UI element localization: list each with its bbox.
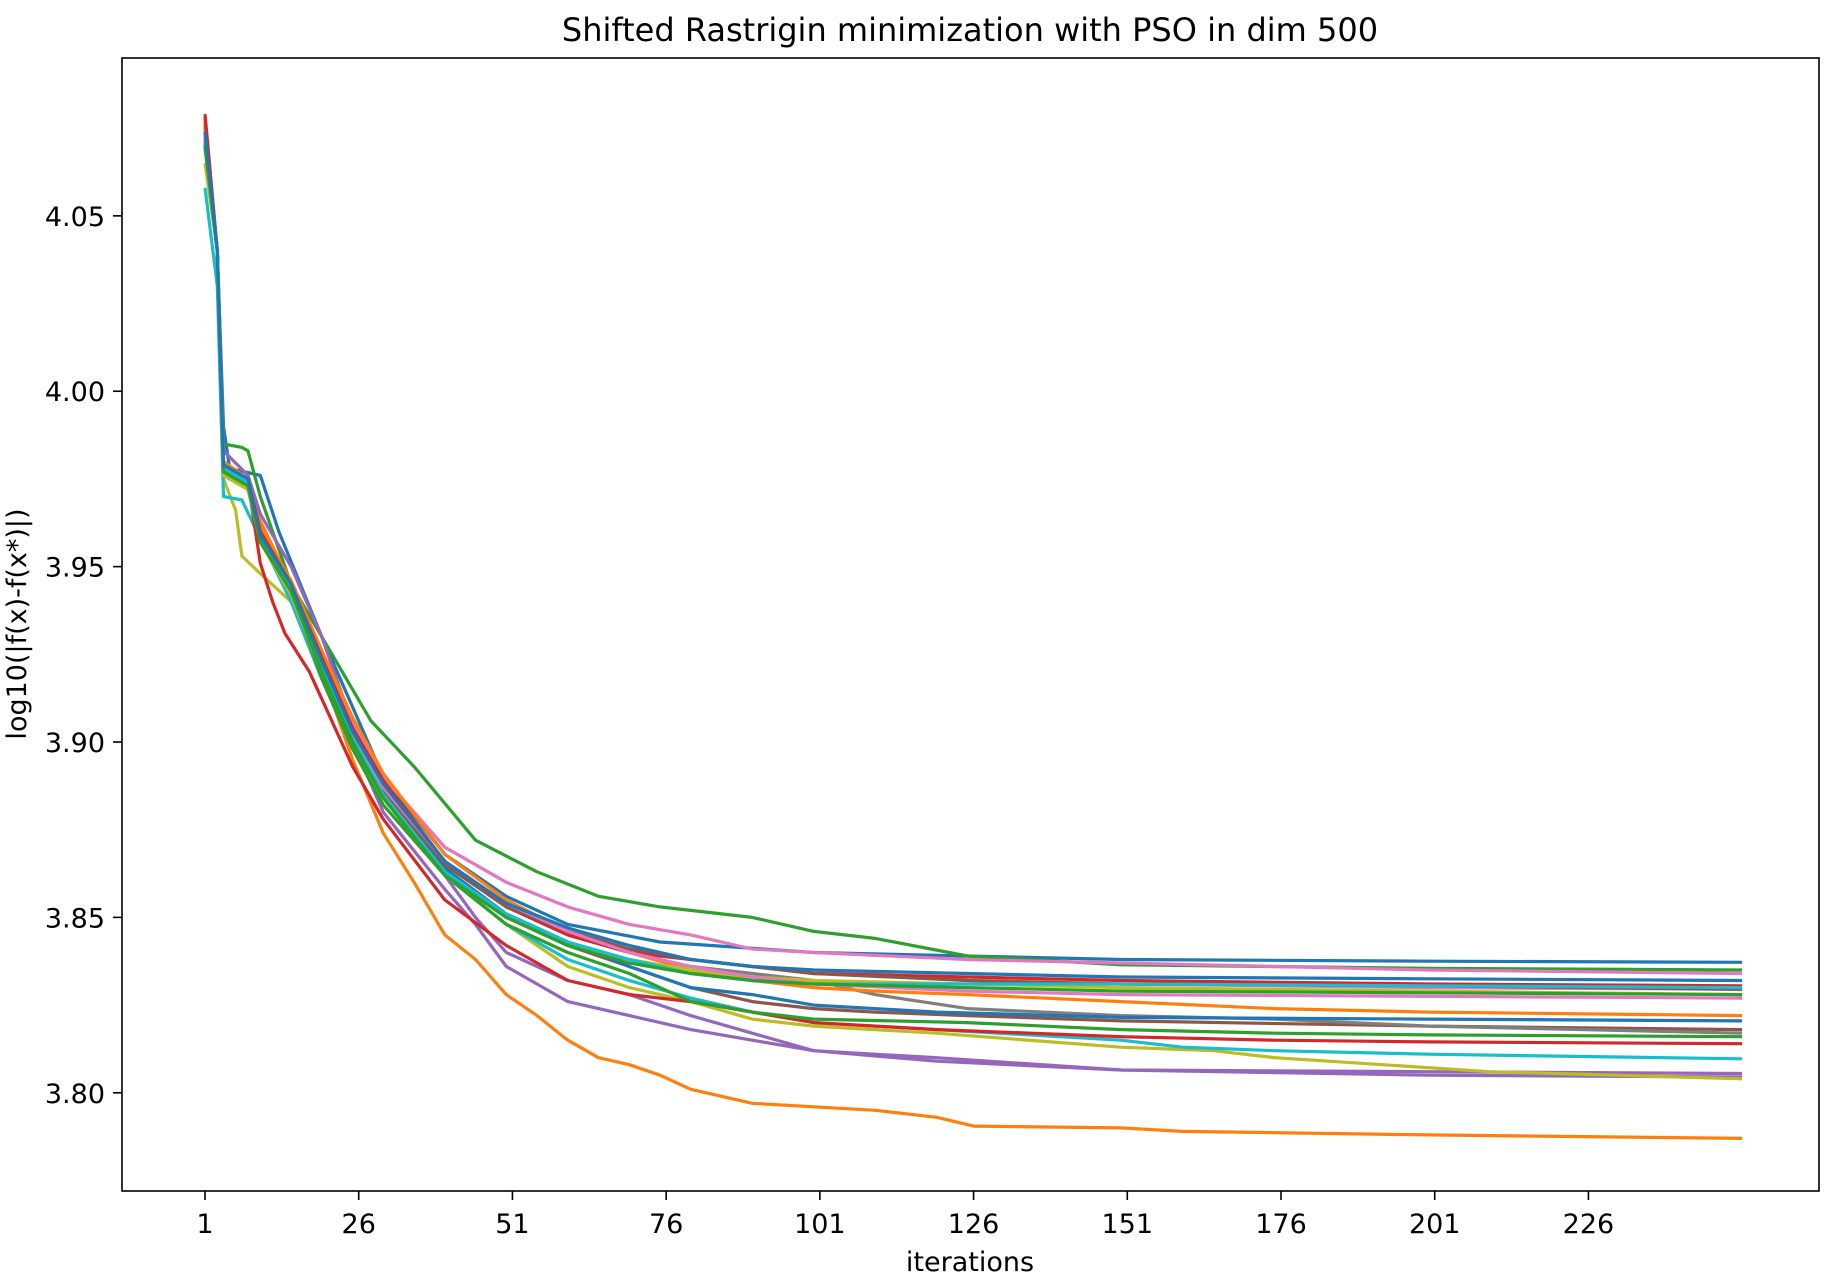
x-tick-label: 51 xyxy=(495,1209,529,1240)
x-tick-label: 201 xyxy=(1409,1209,1461,1240)
x-tick-label: 76 xyxy=(649,1209,683,1240)
series-line-22 xyxy=(203,131,1743,983)
series-line-7 xyxy=(203,187,1743,1061)
x-axis: 1 26 51 76 101 126 151 176 201 226 xyxy=(196,1191,1614,1240)
plot-frame xyxy=(121,57,1820,1192)
x-tick-label: 151 xyxy=(1102,1209,1154,1240)
series-line-4 xyxy=(203,138,1743,1076)
y-tick-label: 3.80 xyxy=(45,1079,105,1110)
x-tick-label: 26 xyxy=(342,1209,376,1240)
x-tick-label: 226 xyxy=(1563,1209,1615,1240)
y-tick-label: 4.05 xyxy=(45,202,105,233)
chart-title: Shifted Rastrigin minimization with PSO … xyxy=(562,11,1378,49)
x-tick-label: 126 xyxy=(948,1209,1000,1240)
x-tick-label: 1 xyxy=(196,1209,213,1240)
plot-area xyxy=(203,113,1743,1140)
y-axis-label: log10(|f(x)-f(x*)|) xyxy=(2,508,33,739)
series-line-2 xyxy=(203,128,1743,972)
y-tick-label: 3.95 xyxy=(45,553,105,584)
series-line-8 xyxy=(203,113,1743,1046)
x-tick-label: 176 xyxy=(1255,1209,1307,1240)
x-axis-label: iterations xyxy=(906,1247,1034,1278)
x-tick-label: 101 xyxy=(794,1209,846,1240)
y-tick-label: 4.00 xyxy=(45,377,105,408)
y-axis: 3.80 3.85 3.90 3.95 4.00 4.05 xyxy=(45,202,122,1110)
y-tick-label: 3.90 xyxy=(45,728,105,759)
y-tick-label: 3.85 xyxy=(45,903,105,934)
